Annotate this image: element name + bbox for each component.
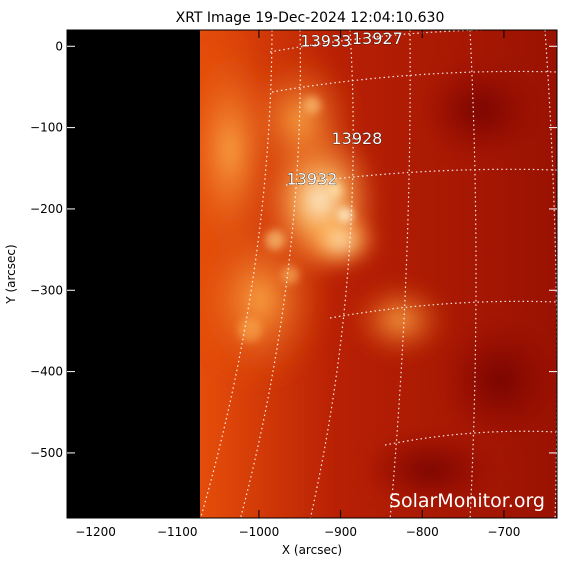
longitude-line xyxy=(309,30,354,518)
heliographic-grid xyxy=(199,30,557,518)
x-axis-label: X (arcsec) xyxy=(282,543,342,557)
y-axis-label: Y (arcsec) xyxy=(4,244,18,304)
x-tick-label: −700 xyxy=(487,525,520,539)
y-tick-label: −400 xyxy=(30,365,63,379)
latitude-line xyxy=(384,430,557,446)
y-tick-label: −200 xyxy=(30,202,63,216)
x-tick-label: −900 xyxy=(324,525,357,539)
active-region-labels: 13933 13927 13928 13932 xyxy=(286,29,403,189)
latitude-line xyxy=(285,168,557,186)
x-axis-ticks: −1200 −1100 −1000 −900 −800 −700 xyxy=(75,30,520,539)
figure-title: XRT Image 19-Dec-2024 12:04:10.630 xyxy=(176,10,445,26)
y-tick-label: −300 xyxy=(30,283,63,297)
watermark: SolarMonitor.org xyxy=(389,490,545,512)
plot-frame xyxy=(66,29,558,519)
solar-image xyxy=(67,30,557,518)
active-region-label-13932: 13932 xyxy=(287,170,338,189)
y-tick-label: 0 xyxy=(55,39,63,53)
off-limb-region xyxy=(67,30,200,518)
active-region-label-13927: 13927 xyxy=(352,29,403,48)
x-tick-label: −1000 xyxy=(239,525,280,539)
x-tick-label: −1100 xyxy=(157,525,198,539)
y-tick-label: −100 xyxy=(30,121,63,135)
x-tick-label: −800 xyxy=(406,525,439,539)
active-region-label-13933: 13933 xyxy=(300,31,351,50)
latitude-line xyxy=(271,70,557,93)
plage-speckles xyxy=(238,96,353,342)
active-region-emission xyxy=(180,30,557,510)
x-tick-label: −1200 xyxy=(75,525,116,539)
active-region-label-13928: 13928 xyxy=(331,129,382,148)
y-tick-label: −500 xyxy=(30,446,63,460)
y-axis-ticks: 0 −100 −200 −300 −400 −500 xyxy=(30,39,557,460)
latitude-line xyxy=(269,30,557,53)
longitude-line xyxy=(544,30,557,518)
longitude-line xyxy=(469,30,477,518)
